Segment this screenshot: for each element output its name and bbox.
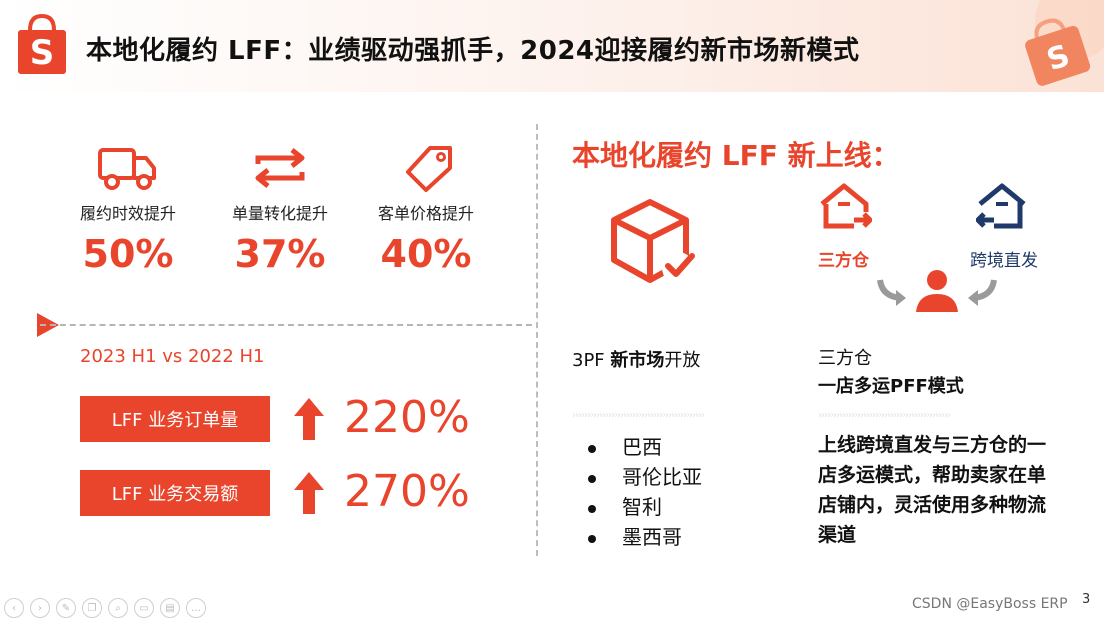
metric-value: 40% [380, 232, 472, 276]
metric-fulfillment-speed: 履约时效提升 50% [58, 144, 198, 276]
country-name: 智利 [622, 495, 662, 519]
cross-border-icon [976, 183, 1026, 229]
list-item: 墨西哥 [588, 522, 702, 552]
price-tag-icon [406, 146, 452, 192]
vertical-divider [536, 124, 538, 556]
prev-icon[interactable]: ‹ [4, 598, 24, 618]
metric-value: 50% [82, 232, 174, 276]
screen-icon[interactable]: ▭ [134, 598, 154, 618]
truck-icon [98, 148, 156, 190]
country-name: 墨西哥 [622, 525, 682, 549]
metric-order-value: 客单价格提升 40% [356, 144, 496, 276]
metric-label: 客单价格提升 [377, 204, 474, 223]
bullet-icon [588, 444, 596, 453]
header-banner: S 本地化履约 LFF：业绩驱动强抓手，2024迎接履约新市场新模式 S [0, 0, 1104, 92]
bullet-icon [588, 504, 596, 513]
kpi-value-gmv: 270% [344, 466, 470, 517]
mode-line-1: 三方仓 [818, 348, 872, 369]
market-heading: 3PF 新市场开放 [572, 346, 700, 372]
chevron-divider: ››››››››››››››››››››››››››››››››››››››››… [818, 410, 951, 420]
market-bold: 新市场 [610, 350, 665, 371]
chevron-divider: ››››››››››››››››››››››››››››››››››››››››… [572, 410, 705, 420]
metric-label: 履约时效提升 [79, 204, 176, 223]
zoom-icon[interactable]: ⌕ [108, 598, 128, 618]
mode-description: 上线跨境直发与三方仓的一店多运模式，帮助卖家在单店铺内，灵活使用多种物流渠道 [818, 434, 1047, 546]
decorative-bag-icon: S [1025, 0, 1104, 86]
country-list: 巴西 哥伦比亚 智利 墨西哥 [588, 432, 702, 552]
comparison-label: 2023 H1 vs 2022 H1 [80, 346, 265, 367]
next-icon[interactable]: › [30, 598, 50, 618]
subtitle-icon[interactable]: ▤ [160, 598, 180, 618]
warehouse-icon [820, 183, 872, 229]
market-suffix: 开放 [664, 350, 701, 371]
curved-arrow-icon [877, 279, 906, 306]
curved-arrow-icon [968, 279, 997, 306]
package-check-icon [611, 199, 695, 284]
more-icon[interactable]: … [186, 598, 206, 618]
kpi-label-orders: LFF 业务订单量 [80, 396, 270, 442]
metric-order-conversion: 单量转化提升 37% [210, 144, 350, 276]
list-item: 哥伦比亚 [588, 462, 702, 492]
up-arrow-icon [294, 472, 324, 514]
country-name: 哥伦比亚 [622, 465, 702, 489]
metric-value: 37% [234, 232, 326, 276]
kpi-label-gmv: LFF 业务交易额 [80, 470, 270, 516]
page-number: 3 [1082, 592, 1091, 607]
copy-icon[interactable]: ❐ [82, 598, 102, 618]
metric-label: 单量转化提升 [231, 204, 328, 223]
up-arrow-icon [294, 398, 324, 440]
cross-border-label: 跨境直发 [970, 251, 1038, 271]
page-title: 本地化履约 LFF：业绩驱动强抓手，2024迎接履约新市场新模式 [86, 36, 860, 66]
kpi-value-orders: 220% [344, 392, 470, 443]
viewer-toolbar: ‹ › ✎ ❐ ⌕ ▭ ▤ … [4, 598, 206, 618]
horizontal-divider [40, 324, 532, 326]
country-name: 巴西 [622, 435, 662, 459]
warehouse-label: 三方仓 [818, 251, 869, 271]
bullet-icon [588, 534, 596, 543]
list-item: 智利 [588, 492, 702, 522]
watermark: CSDN @EasyBoss ERP [912, 596, 1068, 612]
swap-arrows-icon [255, 148, 305, 188]
market-prefix: 3PF [572, 350, 611, 371]
pen-icon[interactable]: ✎ [56, 598, 76, 618]
shopee-bag-icon: S [18, 13, 66, 74]
svg-text:S: S [30, 33, 55, 73]
list-item: 巴西 [588, 432, 702, 462]
seller-person-icon [916, 270, 958, 312]
bullet-icon [588, 474, 596, 483]
section-title: 本地化履约 LFF 新上线： [572, 139, 900, 172]
mode-line-2: 一店多运PFF模式 [818, 376, 964, 397]
